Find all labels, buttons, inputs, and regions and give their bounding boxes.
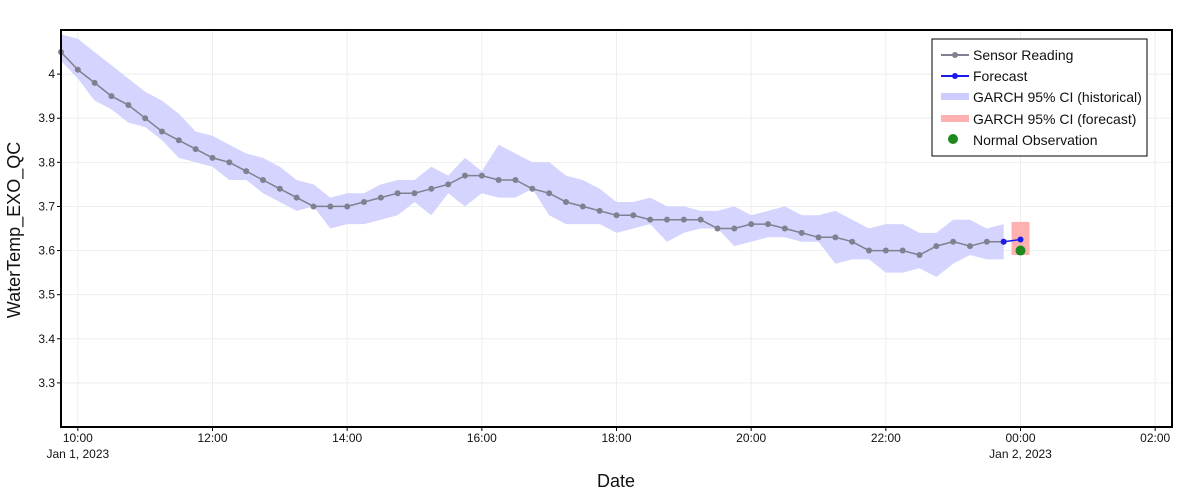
- sensor-reading-point: [142, 115, 149, 122]
- sensor-reading-point: [849, 238, 856, 245]
- x-tick-label: 22:00: [871, 431, 901, 445]
- sensor-reading-point: [647, 216, 654, 223]
- x-tick-label: 20:00: [736, 431, 766, 445]
- sensor-reading-point: [276, 185, 283, 192]
- sensor-reading-point: [916, 251, 923, 258]
- sensor-reading-point: [192, 146, 199, 153]
- sensor-reading-point: [361, 199, 367, 206]
- sensor-reading-point: [765, 221, 771, 228]
- forecast-point: [1017, 236, 1024, 243]
- y-tick-label: 3.8: [38, 155, 55, 169]
- sensor-reading-point: [781, 225, 788, 232]
- sensor-reading-point: [680, 216, 687, 223]
- y-tick-label: 3.4: [38, 332, 55, 346]
- y-tick-label: 4: [48, 67, 55, 81]
- sensor-reading-point: [478, 172, 485, 179]
- x-tick-label: 14:00: [332, 431, 362, 445]
- sensor-reading-point: [377, 194, 384, 201]
- sensor-reading-point: [596, 207, 603, 214]
- sensor-reading-point: [495, 176, 502, 183]
- y-tick-label: 3.3: [38, 376, 55, 390]
- sensor-reading-point: [310, 203, 317, 210]
- sensor-reading-point: [933, 243, 940, 250]
- sensor-reading-point: [512, 176, 519, 183]
- legend-forecast-label: Forecast: [973, 68, 1028, 84]
- legend-forecast-ci-swatch: [941, 115, 969, 122]
- sensor-reading-point: [108, 93, 115, 100]
- y-tick-label: 3.5: [38, 288, 55, 302]
- normal-observation-point: [1015, 245, 1026, 256]
- sensor-reading-point: [159, 128, 165, 135]
- x-tick-label: 10:00: [63, 431, 93, 445]
- x-tick-date-label: Jan 1, 2023: [46, 447, 109, 461]
- sensor-reading-point: [579, 203, 586, 210]
- sensor-reading-point: [714, 225, 721, 232]
- axis-ticks: 3.3 3.4 3.5 3.6 3.7 3.8 3.9 4 10:00 Jan 1, 2023 12…: [38, 67, 1170, 461]
- sensor-reading-point: [950, 238, 957, 245]
- x-tick-date-label: Jan 2, 2023: [989, 447, 1052, 461]
- sensor-reading-point: [260, 176, 266, 183]
- y-tick-label: 3.9: [38, 111, 55, 125]
- x-axis-title: Date: [597, 471, 635, 491]
- y-tick-label: 3.6: [38, 244, 55, 258]
- sensor-reading-point: [74, 66, 81, 73]
- sensor-reading-point: [563, 199, 569, 206]
- legend-historical-ci-label: GARCH 95% CI (historical): [973, 89, 1142, 105]
- sensor-reading-point: [815, 234, 822, 241]
- sensor-reading-point: [445, 181, 452, 188]
- x-tick-label: 16:00: [467, 431, 497, 445]
- legend-historical-ci-swatch: [941, 93, 969, 100]
- sensor-reading-point: [344, 203, 351, 210]
- sensor-reading-point: [967, 243, 973, 250]
- legend-forecast-ci-label: GARCH 95% CI (forecast): [973, 111, 1136, 127]
- sensor-reading-point: [798, 229, 805, 236]
- legend-forecast-marker: [952, 73, 958, 79]
- sensor-reading-point: [462, 172, 468, 179]
- sensor-reading-point: [546, 190, 553, 197]
- sensor-reading-point: [613, 212, 620, 219]
- y-tick-label: 3.7: [38, 199, 55, 213]
- sensor-reading-point: [731, 225, 738, 232]
- sensor-reading-point: [243, 168, 250, 175]
- sensor-reading-point: [327, 203, 334, 210]
- historical-ci-band: [61, 34, 1004, 278]
- sensor-reading-point: [664, 216, 670, 223]
- sensor-reading-point: [411, 190, 418, 197]
- sensor-reading-point: [125, 101, 132, 108]
- x-tick-label: 00:00: [1005, 431, 1035, 445]
- sensor-reading-point: [866, 247, 872, 254]
- sensor-reading-point: [697, 216, 704, 223]
- y-axis-title: WaterTemp_EXO_QC: [4, 142, 25, 318]
- legend-observation-label: Normal Observation: [973, 132, 1098, 148]
- sensor-reading-point: [983, 238, 990, 245]
- x-tick-label: 18:00: [601, 431, 631, 445]
- sensor-reading-point: [394, 190, 401, 197]
- sensor-reading-point: [91, 79, 98, 86]
- legend-observation-marker: [948, 134, 958, 144]
- legend-sensor-marker: [952, 52, 958, 58]
- sensor-reading-point: [209, 154, 216, 161]
- sensor-reading-point: [899, 247, 906, 254]
- x-tick-label: 12:00: [197, 431, 227, 445]
- x-tick-label: 02:00: [1140, 431, 1170, 445]
- sensor-reading-point: [175, 137, 182, 144]
- sensor-reading-point: [293, 194, 300, 201]
- series-points: [58, 49, 1026, 258]
- sensor-reading-point: [226, 159, 233, 166]
- forecast-point: [1000, 238, 1007, 245]
- sensor-reading-point: [882, 247, 889, 254]
- sensor-reading-point: [630, 212, 637, 219]
- sensor-reading-point: [832, 234, 839, 241]
- legend: Sensor Reading Forecast GARCH 95% CI (hi…: [931, 38, 1148, 157]
- legend-sensor-label: Sensor Reading: [973, 47, 1073, 63]
- sensor-reading-point: [428, 185, 435, 192]
- sensor-reading-point: [748, 221, 755, 228]
- sensor-reading-point: [529, 185, 536, 192]
